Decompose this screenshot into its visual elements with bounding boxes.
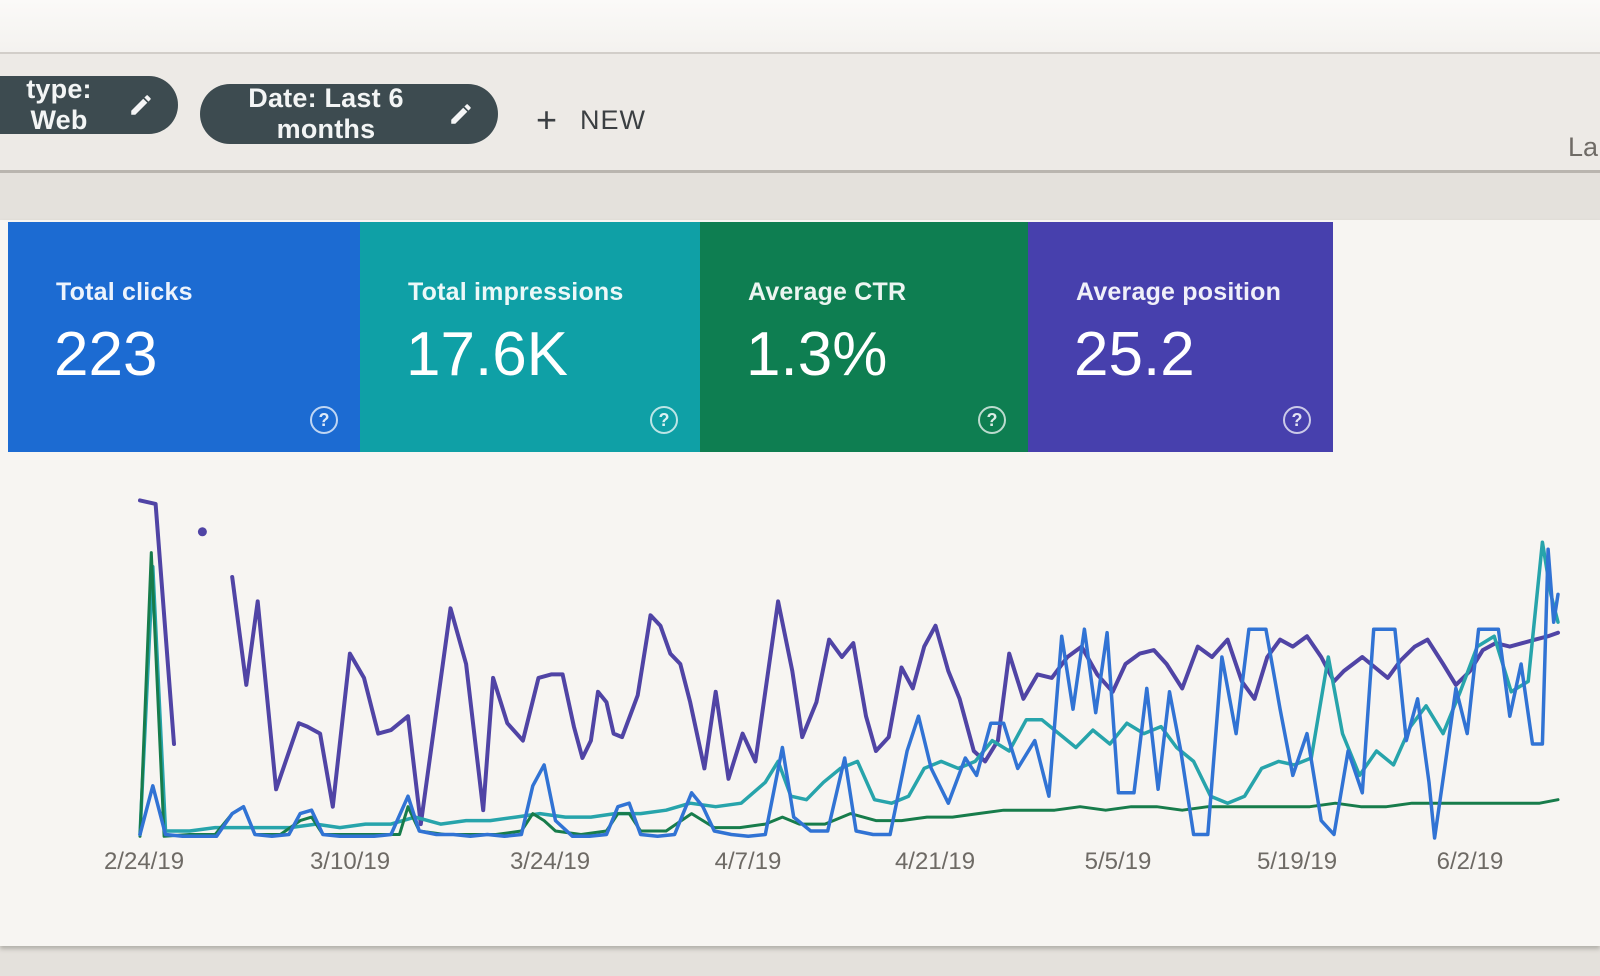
metric-card-total-impressions[interactable]: Total impressions 17.6K ?: [360, 222, 700, 452]
x-axis-label: 4/7/19: [714, 848, 782, 875]
chart-line-total-impressions: [138, 540, 1560, 837]
chart-line-total-clicks: [138, 547, 1560, 840]
search-type-filter-label: type: Web: [26, 74, 92, 135]
truncated-right-text: La: [1568, 132, 1599, 162]
chart-data-point: [197, 527, 207, 537]
edit-pencil-icon: [451, 104, 471, 124]
metric-card-label: Average CTR: [748, 278, 907, 306]
new-filter-button-label: NEW: [580, 104, 647, 135]
plus-icon: +: [536, 99, 559, 140]
help-icon[interactable]: ?: [310, 406, 338, 434]
metric-card-average-ctr[interactable]: Average CTR 1.3% ?: [700, 222, 1028, 452]
help-icon[interactable]: ?: [650, 406, 678, 434]
x-axis-label: 2/24/19: [103, 848, 185, 875]
chart-line-average-position: [230, 575, 1560, 827]
metric-card-value: 25.2: [1074, 320, 1195, 389]
chart-line-average-position: [138, 498, 176, 746]
metric-card-label: Total impressions: [408, 278, 624, 306]
x-axis-label: 4/21/19: [894, 848, 976, 875]
metric-card-value: 17.6K: [406, 320, 569, 389]
window-top-strip: [0, 0, 1600, 54]
x-axis-labels: 2/24/19 3/10/19 3/24/19 4/7/19 4/21/19 5/5/19…: [0, 848, 1600, 880]
metric-card-label: Total clicks: [56, 278, 193, 306]
help-icon[interactable]: ?: [978, 406, 1006, 434]
metric-card-average-position[interactable]: Average position 25.2 ?: [1028, 222, 1333, 452]
edit-pencil-icon: [131, 95, 151, 115]
x-axis-label: 5/5/19: [1084, 848, 1152, 875]
new-filter-button[interactable]: + NEW: [530, 98, 652, 142]
metric-card-value: 1.3%: [746, 320, 888, 389]
x-axis-label: 3/24/19: [509, 848, 591, 875]
report-background: Total clicks 223 ? Total impressions 17.…: [0, 173, 1600, 976]
performance-panel: Total clicks 223 ? Total impressions 17.…: [0, 220, 1600, 946]
performance-chart[interactable]: [0, 470, 1600, 880]
x-axis-label: 6/2/19: [1436, 848, 1504, 875]
help-icon[interactable]: ?: [1283, 406, 1311, 434]
search-type-filter-chip[interactable]: type: Web: [0, 74, 178, 135]
metric-card-total-clicks[interactable]: Total clicks 223 ?: [8, 222, 360, 452]
metric-card-label: Average position: [1076, 278, 1282, 306]
filter-bar: type: Web Date: Last 6 months + NEW La: [0, 54, 1600, 173]
metric-card-value: 223: [54, 320, 158, 389]
date-range-filter-chip[interactable]: Date: Last 6 months: [200, 83, 498, 144]
date-range-filter-label: Date: Last 6 months: [248, 83, 404, 144]
x-axis-label: 5/19/19: [1256, 848, 1338, 875]
x-axis-label: 3/10/19: [309, 848, 391, 875]
